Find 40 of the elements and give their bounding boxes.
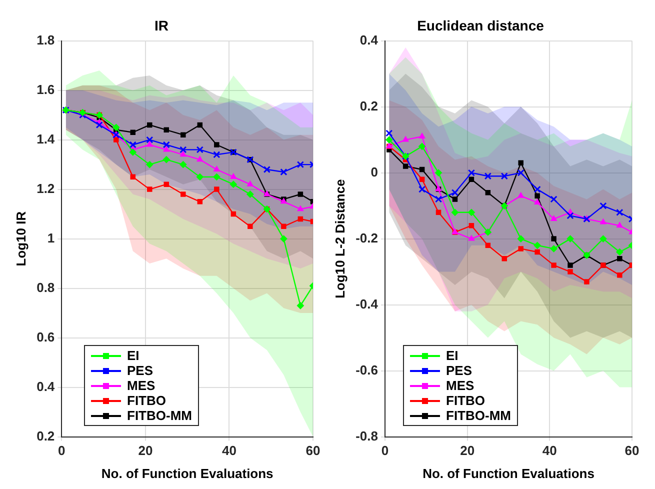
chart-title: Euclidean distance bbox=[417, 17, 544, 34]
y-tick-label: 0 bbox=[370, 164, 378, 180]
legend-label: PES bbox=[446, 363, 472, 378]
legend-label: FITBO-MM bbox=[127, 408, 192, 423]
legend-label: MES bbox=[127, 378, 156, 393]
legend-label: EI bbox=[446, 348, 458, 363]
y-tick-label: -0.6 bbox=[356, 362, 378, 378]
y-tick-label: -0.4 bbox=[356, 296, 379, 312]
x-tick-label: 0 bbox=[381, 443, 389, 458]
y-axis-title: Log10 L-2 Distance bbox=[332, 179, 348, 298]
y-tick-label: 0.2 bbox=[360, 98, 378, 114]
legend-label: MES bbox=[446, 378, 474, 393]
x-tick-label: 20 bbox=[460, 443, 475, 458]
x-tick-label: 20 bbox=[138, 443, 153, 458]
chart-title: IR bbox=[154, 17, 168, 34]
legend-label: PES bbox=[127, 363, 154, 378]
y-tick-label: 0.8 bbox=[36, 280, 55, 295]
x-tick-label: 60 bbox=[306, 443, 320, 458]
y-tick-label: 0.4 bbox=[360, 32, 379, 48]
y-tick-label: -0.8 bbox=[356, 428, 378, 444]
legend-label: FITBO bbox=[446, 393, 485, 408]
x-tick-label: 0 bbox=[58, 443, 66, 458]
y-tick-label: 0.4 bbox=[36, 378, 56, 394]
y-tick-label: 0.6 bbox=[36, 329, 55, 344]
x-axis-title: No. of Function Evaluations bbox=[101, 466, 274, 481]
y-axis-title: Log10 IR bbox=[13, 210, 28, 266]
y-tick-label: 1.6 bbox=[36, 82, 55, 97]
legend-label: FITBO-MM bbox=[446, 408, 511, 423]
legend-label: EI bbox=[127, 348, 140, 363]
y-tick-label: 1 bbox=[47, 230, 55, 246]
x-tick-label: 40 bbox=[222, 443, 236, 458]
y-tick-label: 1.2 bbox=[36, 180, 55, 196]
x-axis-title: No. of Function Evaluations bbox=[422, 466, 594, 481]
x-tick-label: 60 bbox=[624, 443, 640, 458]
y-tick-label: 1.4 bbox=[36, 131, 56, 146]
y-tick-label: 1.8 bbox=[36, 32, 55, 48]
x-tick-label: 40 bbox=[542, 443, 557, 458]
y-tick-label: 0.2 bbox=[36, 428, 55, 444]
y-tick-label: -0.2 bbox=[356, 230, 378, 246]
legend-label: FITBO bbox=[127, 393, 166, 408]
